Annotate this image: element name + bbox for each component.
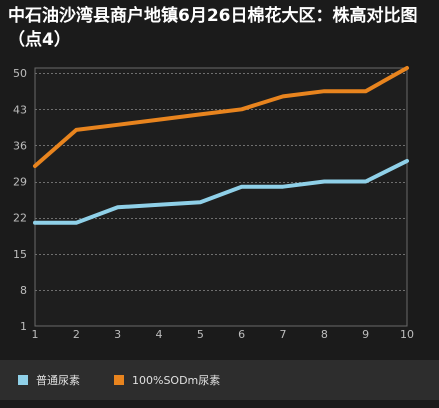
legend-label-series-1: 普通尿素 — [36, 374, 80, 387]
x-tick-label-6: 7 — [280, 328, 287, 341]
x-tick-label-2: 3 — [114, 328, 121, 341]
y-tick-label-0: 1 — [20, 320, 27, 333]
y-tick-label-2: 15 — [13, 248, 27, 261]
x-tick-label-4: 5 — [197, 328, 204, 341]
chart-title: 中石油沙湾县商户地镇6月26日棉花大区：株高对比图（点4） — [8, 6, 418, 50]
plot-area: 1 8 15 22 29 36 43 50 1 2 3 4 5 6 7 8 9 10 — [13, 66, 414, 341]
y-tick-label-3: 22 — [13, 212, 27, 225]
x-tick-label-3: 4 — [156, 328, 163, 341]
x-tick-label-0: 1 — [32, 328, 39, 341]
x-tick-label-9: 10 — [400, 328, 414, 341]
series-line-2 — [33, 66, 409, 168]
x-tick-label-8: 9 — [362, 328, 369, 341]
legend-swatch-series-2 — [114, 375, 124, 385]
plot-frame — [34, 67, 408, 327]
series-line-1 — [33, 158, 409, 225]
legend-item-series-1: 普通尿素 — [18, 360, 80, 400]
legend: 普通尿素 100%SODm尿素 — [0, 360, 439, 400]
x-tick-label-7: 8 — [321, 328, 328, 341]
x-tick-label-5: 6 — [238, 328, 245, 341]
legend-swatch-series-1 — [18, 375, 28, 385]
legend-item-series-2: 100%SODm尿素 — [114, 360, 220, 400]
y-tick-label-7: 50 — [13, 67, 27, 80]
y-tick-label-1: 8 — [20, 284, 27, 297]
x-tick-label-1: 2 — [73, 328, 80, 341]
legend-label-series-2: 100%SODm尿素 — [132, 374, 221, 387]
y-tick-label-5: 36 — [13, 139, 27, 152]
y-tick-label-4: 29 — [13, 176, 27, 189]
y-tick-label-6: 43 — [13, 103, 27, 116]
